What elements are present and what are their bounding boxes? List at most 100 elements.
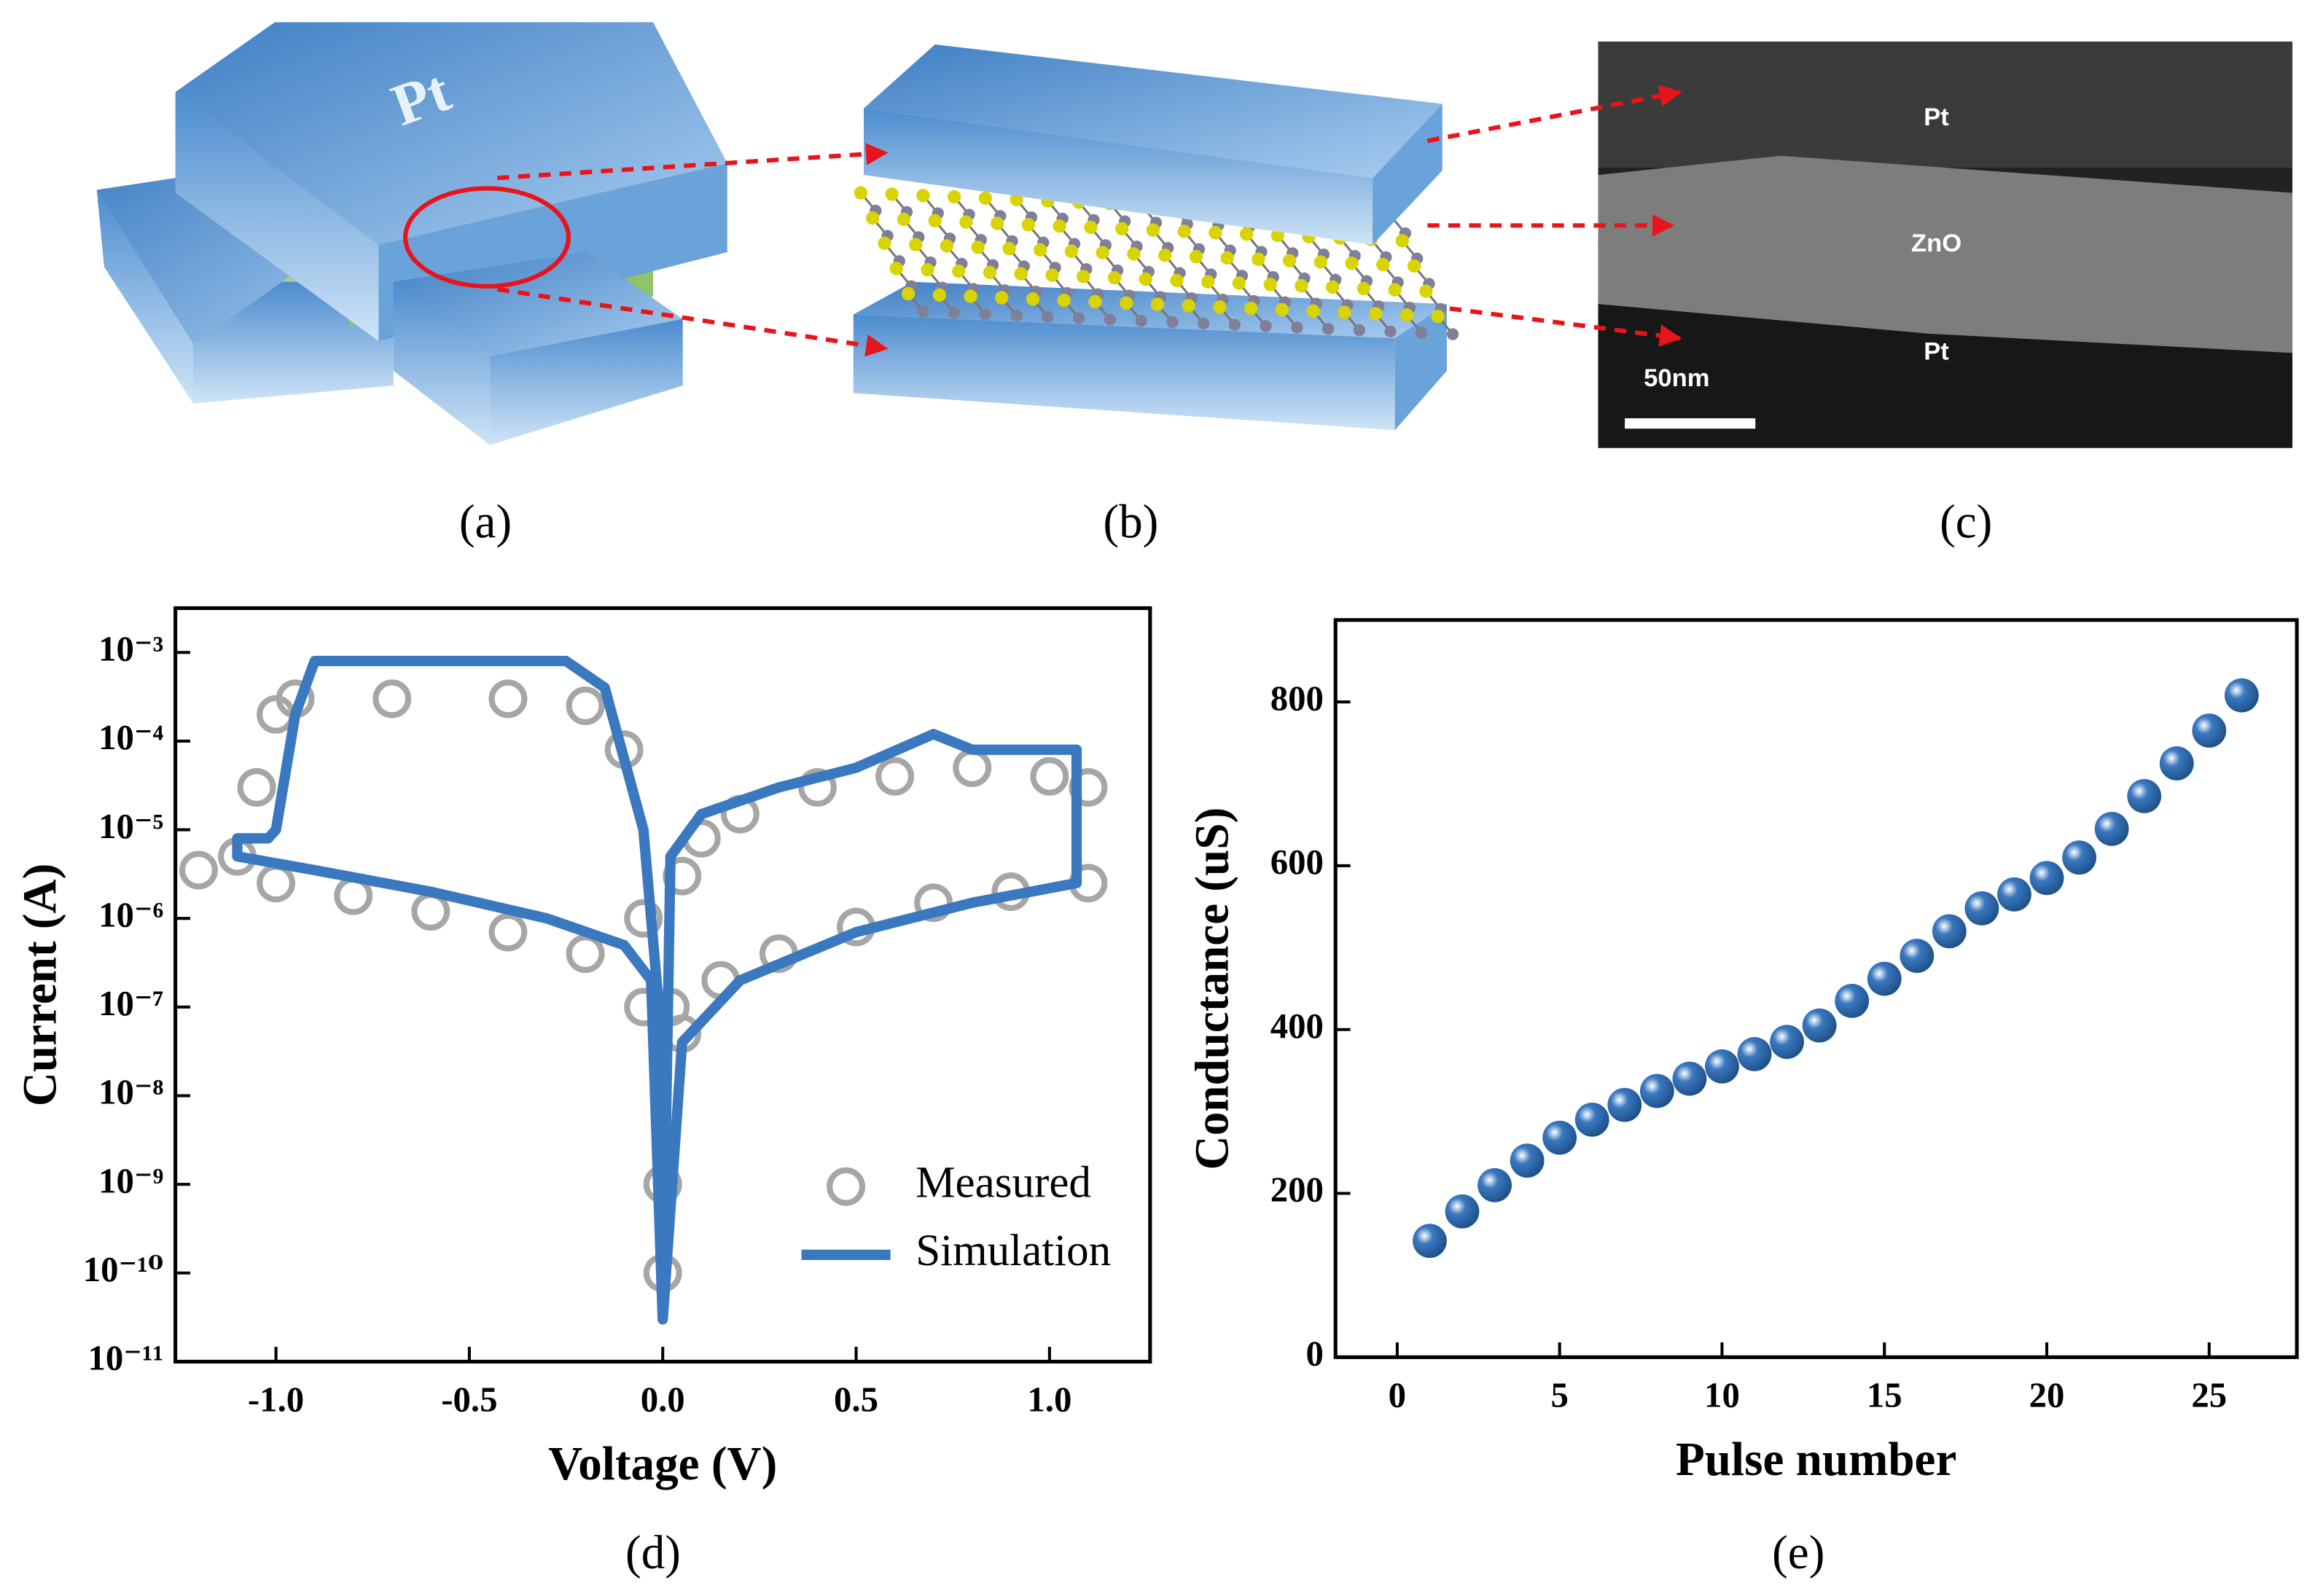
plot-frame: [1333, 618, 2299, 1359]
x-tick-label: -1.0: [248, 1380, 304, 1420]
x-tick-label: 10: [1704, 1375, 1740, 1415]
atom: [1150, 297, 1165, 311]
data-point: [1574, 1102, 1609, 1137]
atom: [1021, 218, 1036, 232]
atom: [1369, 307, 1383, 321]
atom: [1275, 302, 1289, 317]
data-point: [1867, 961, 1902, 996]
y-tick-label: 10⁻³: [98, 628, 163, 668]
atom: [1395, 234, 1409, 248]
atom: [1282, 254, 1297, 267]
scale-bar-label: 50nm: [1644, 364, 1709, 392]
tem-label: ZnO: [1911, 230, 1961, 257]
atom: [1053, 219, 1066, 233]
atom: [1158, 249, 1172, 262]
atom: [1345, 257, 1359, 270]
data-point: [1413, 1224, 1447, 1259]
atom: [1182, 299, 1195, 313]
data-point: [1672, 1061, 1707, 1096]
data-point: [1542, 1120, 1577, 1155]
atom: [1189, 249, 1203, 264]
x-tick-label: -0.5: [441, 1380, 497, 1420]
atom: [1139, 272, 1152, 286]
atom: [1014, 267, 1028, 281]
data-point: [914, 883, 953, 923]
atom: [901, 286, 916, 301]
y-tick-label: 400: [1270, 1006, 1324, 1046]
atom: [1326, 280, 1340, 294]
atom: [1446, 328, 1459, 340]
atom: [1197, 317, 1210, 330]
atom: [1356, 281, 1371, 296]
atom: [948, 307, 961, 319]
tem-image: Pt ZnO Pt 50nm: [1598, 41, 2293, 448]
atom: [1399, 308, 1414, 322]
data-point: [875, 756, 915, 796]
panel-caption: (c): [1940, 496, 1992, 548]
atom: [1384, 325, 1397, 338]
atom: [1239, 227, 1254, 241]
data-point: [953, 748, 992, 787]
atom: [1177, 224, 1191, 238]
atom: [1213, 300, 1227, 314]
data-point: [2192, 713, 2227, 748]
atom: [1064, 244, 1079, 258]
atom: [1416, 326, 1428, 339]
data-point: [1607, 1087, 1642, 1122]
atom: [1057, 293, 1071, 308]
y-tick-label: 10⁻⁷: [98, 983, 163, 1023]
atom: [1313, 255, 1328, 269]
data-point: [257, 864, 296, 903]
atom: [1135, 315, 1147, 327]
data-point: [372, 679, 412, 719]
atom: [916, 189, 930, 203]
y-axis-label: Current (A): [14, 864, 66, 1106]
atom: [1114, 222, 1129, 236]
atom: [1407, 259, 1421, 273]
atom: [1166, 316, 1179, 329]
x-axis-label: Voltage (V): [548, 1438, 777, 1490]
atom: [959, 215, 973, 229]
atom: [1353, 324, 1365, 337]
atom: [889, 262, 903, 275]
data-point: [2127, 779, 2162, 813]
y-tick-label: 800: [1270, 678, 1324, 718]
y-tick-label: 10⁻¹⁰: [83, 1249, 164, 1289]
atom: [878, 236, 891, 250]
atom: [1107, 271, 1122, 285]
data-point: [2224, 678, 2259, 713]
atom: [1252, 252, 1265, 266]
data-point: [2062, 840, 2096, 875]
y-tick-label: 10⁻⁹: [98, 1160, 163, 1200]
atom: [866, 211, 880, 225]
atom: [1088, 294, 1102, 309]
atom: [1228, 318, 1241, 331]
atom: [854, 186, 868, 200]
atom: [1042, 310, 1054, 323]
atom: [1077, 270, 1090, 283]
x-axis-label: Pulse number: [1676, 1433, 1956, 1486]
x-tick-label: 0.0: [641, 1380, 685, 1420]
data-line: [232, 655, 1082, 1325]
atom: [1306, 304, 1320, 318]
tem-label: Pt: [1924, 103, 1949, 131]
y-tick-label: 10⁻¹¹: [87, 1338, 163, 1378]
y-tick-label: 10⁻⁸: [98, 1072, 163, 1112]
data-point: [1510, 1143, 1545, 1178]
atom: [1244, 301, 1258, 316]
atom: [1026, 292, 1040, 306]
data-point: [624, 899, 663, 938]
layer-diagram: [853, 44, 1459, 431]
atom: [1338, 305, 1351, 319]
y-tick-label: 0: [1306, 1334, 1324, 1374]
atom: [1260, 320, 1272, 332]
data-point: [2159, 746, 2194, 781]
data-point: [566, 686, 605, 725]
atom: [1388, 283, 1402, 297]
atom: [1002, 241, 1016, 256]
atom: [1209, 226, 1222, 240]
y-tick-label: 200: [1270, 1170, 1324, 1210]
atom: [1419, 284, 1433, 298]
atom: [948, 189, 961, 204]
